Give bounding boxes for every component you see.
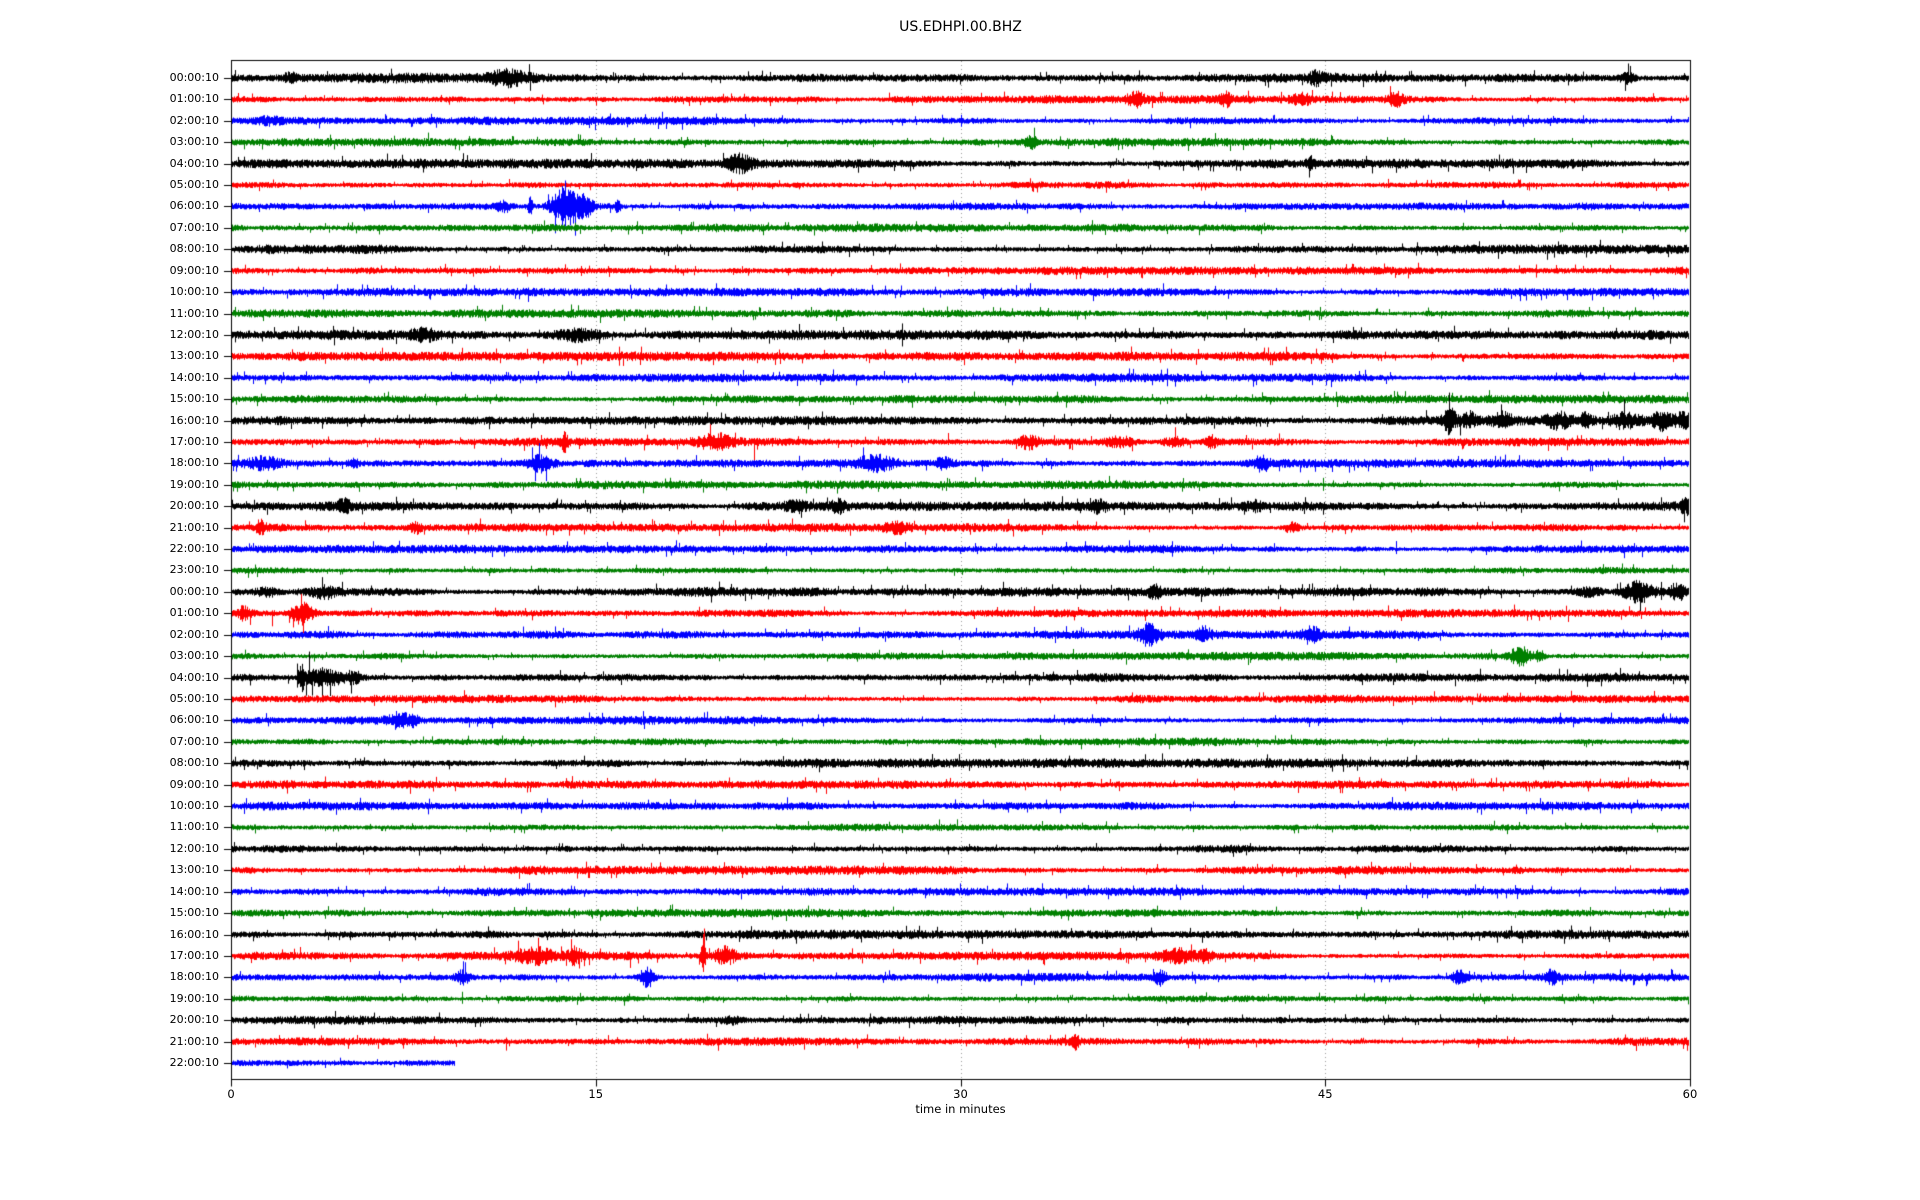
y-tick-label: 19:00:10 <box>169 477 219 491</box>
x-tick-label: 15 <box>588 1087 604 1101</box>
y-tick-label: 15:00:10 <box>169 392 219 406</box>
y-tick-label: 10:00:10 <box>169 799 219 813</box>
y-tick-label: 01:00:10 <box>169 606 219 620</box>
y-tick-label: 12:00:10 <box>169 327 219 341</box>
y-tick-label: 03:00:10 <box>169 649 219 663</box>
y-tick-label: 07:00:10 <box>169 220 219 234</box>
y-tick-label: 20:00:10 <box>169 1013 219 1027</box>
y-tick-label: 17:00:10 <box>169 435 219 449</box>
y-tick-label: 14:00:10 <box>169 370 219 384</box>
y-tick-label: 17:00:10 <box>169 948 219 962</box>
y-tick-label: 00:00:10 <box>169 584 219 598</box>
y-tick-label: 15:00:10 <box>169 906 219 920</box>
y-tick-label: 21:00:10 <box>169 520 219 534</box>
y-tick-label: 22:00:10 <box>169 542 219 556</box>
y-tick-label: 05:00:10 <box>169 691 219 705</box>
y-tick-label: 22:00:10 <box>169 1055 219 1069</box>
y-tick-label: 04:00:10 <box>169 156 219 170</box>
x-tick-label: 0 <box>227 1087 235 1101</box>
y-tick-label: 10:00:10 <box>169 285 219 299</box>
x-tick-label: 60 <box>1682 1087 1698 1101</box>
y-tick-label: 09:00:10 <box>169 777 219 791</box>
x-tick-label: 45 <box>1317 1087 1333 1101</box>
y-tick-label: 19:00:10 <box>169 991 219 1005</box>
y-tick-label: 05:00:10 <box>169 178 219 192</box>
y-tick-label: 08:00:10 <box>169 242 219 256</box>
y-tick-label: 18:00:10 <box>169 456 219 470</box>
y-tick-label: 03:00:10 <box>169 135 219 149</box>
y-tick-label: 08:00:10 <box>169 756 219 770</box>
y-tick-label: 20:00:10 <box>169 499 219 513</box>
y-tick-label: 02:00:10 <box>169 113 219 127</box>
x-axis-label: time in minutes <box>915 1102 1006 1116</box>
y-tick-label: 00:00:10 <box>169 71 219 84</box>
y-tick-label: 18:00:10 <box>169 970 219 984</box>
y-tick-label: 13:00:10 <box>169 349 219 363</box>
y-tick-label: 01:00:10 <box>169 92 219 106</box>
y-tick-label: 07:00:10 <box>169 734 219 748</box>
y-tick-label: 12:00:10 <box>169 841 219 855</box>
y-tick-label: 04:00:10 <box>169 670 219 684</box>
chart-title: US.EDHPI.00.BHZ <box>899 19 1022 35</box>
y-tick-label: 06:00:10 <box>169 199 219 213</box>
y-tick-label: 06:00:10 <box>169 713 219 727</box>
x-tick-label: 30 <box>953 1087 968 1101</box>
y-tick-label: 16:00:10 <box>169 413 219 427</box>
y-tick-label: 14:00:10 <box>169 884 219 898</box>
y-tick-label: 16:00:10 <box>169 927 219 941</box>
y-tick-label: 21:00:10 <box>169 1034 219 1048</box>
y-tick-label: 11:00:10 <box>169 820 219 834</box>
y-tick-label: 23:00:10 <box>169 563 219 577</box>
y-tick-label: 09:00:10 <box>169 263 219 277</box>
y-tick-label: 11:00:10 <box>169 306 219 320</box>
y-tick-label: 13:00:10 <box>169 863 219 877</box>
y-tick-label: 02:00:10 <box>169 627 219 641</box>
